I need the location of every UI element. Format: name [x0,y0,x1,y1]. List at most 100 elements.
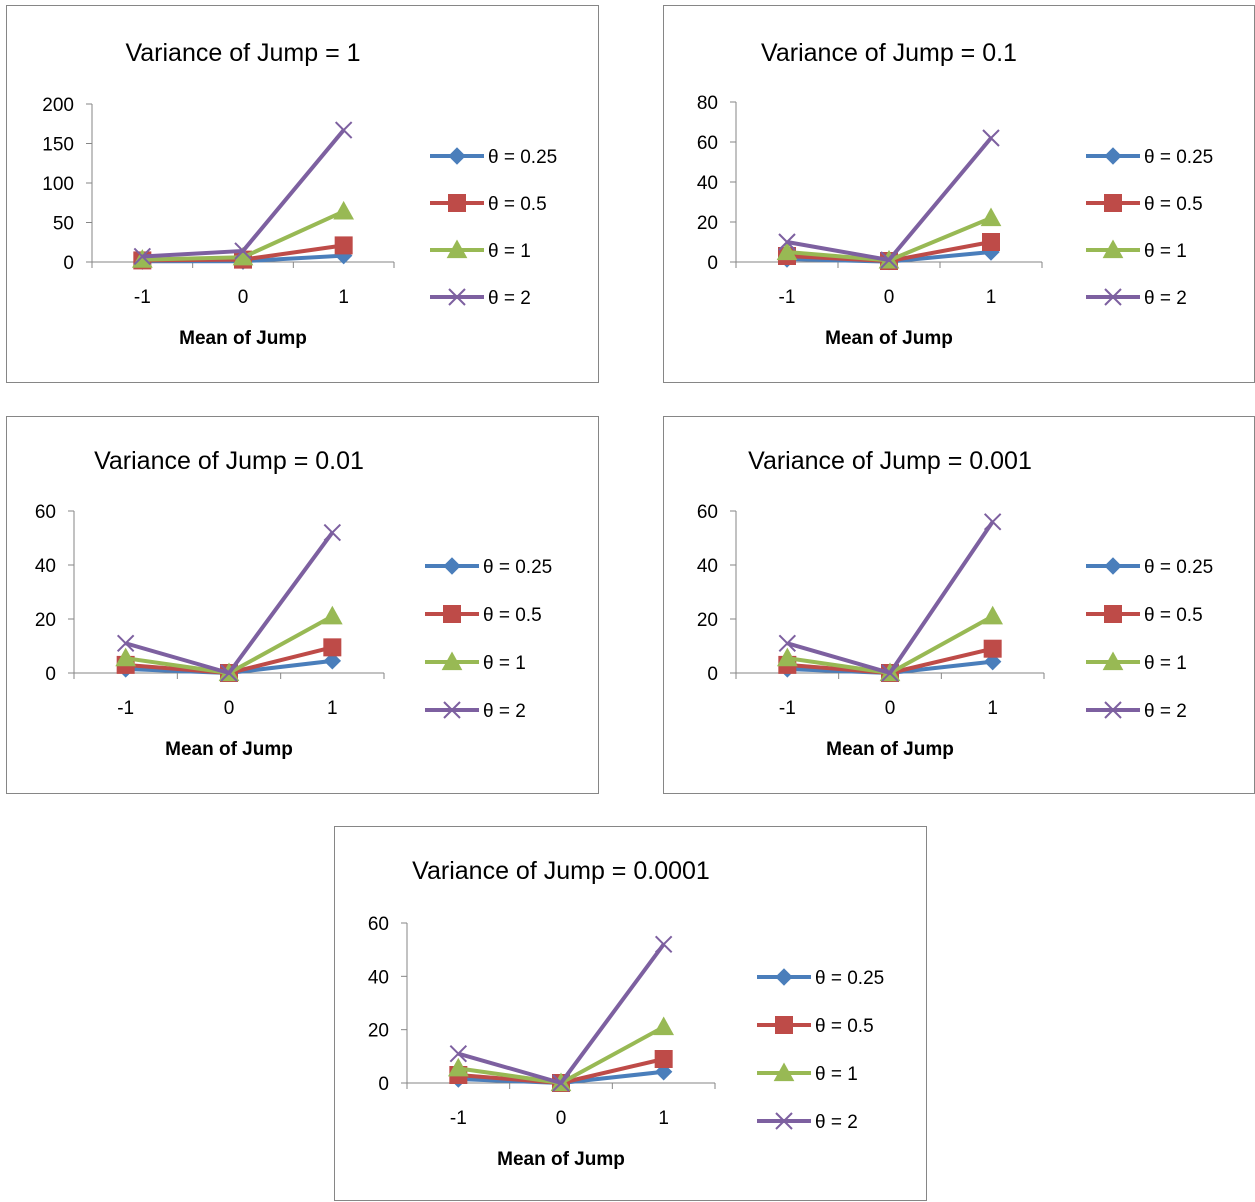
legend-item: θ = 0.25 [430,147,557,168]
data-point [983,513,1002,531]
legend-label: θ = 1 [1144,241,1187,262]
data-point [116,634,135,653]
legend-marker [1102,239,1124,259]
data-point [982,605,1004,625]
legend-label: θ = 0.25 [488,147,557,168]
y-tick-label: 20 [368,1021,389,1042]
data-point [980,207,1002,227]
data-point [234,242,252,260]
y-tick-label: 40 [697,556,718,577]
legend-marker [441,651,463,671]
data-point [654,935,673,954]
y-tick-label: 0 [63,253,74,274]
series-3 [133,121,353,266]
legend-marker [443,701,461,719]
series-3 [116,523,342,682]
chart-svg: Variance of Jump = 1 0 50 100 150 200 -1 0 1 Mean… [42,39,557,349]
legend-item: θ = 0.5 [425,605,542,626]
x-tick-label: 1 [987,698,998,719]
data-point [778,233,796,251]
legend-label: θ = 2 [1144,288,1187,309]
legend-item: θ = 0.25 [1086,147,1213,168]
y-tick-label: 60 [697,502,718,523]
x-tick-label: -1 [779,287,796,308]
legend-marker [446,239,468,259]
series-3 [778,129,1000,269]
legend-item: θ = 2 [425,701,526,722]
x-tick-label: 1 [986,287,997,308]
data-point [334,236,353,255]
y-tick-label: 20 [35,610,56,631]
chart-title: Variance of Jump = 0.001 [748,447,1032,475]
legend-label: θ = 1 [483,653,526,674]
x-tick-label: 0 [224,698,235,719]
legend-marker [448,194,466,212]
y-tick-label: 40 [35,556,56,577]
chart-panel-variance-0-0001: Variance of Jump = 0.0001 0 20 40 60 -1 0 1 Mean… [334,826,927,1201]
y-tick-label: 0 [378,1074,389,1095]
legend-label: θ = 0.25 [1144,147,1213,168]
legend-marker [775,968,793,986]
y-tick-label: 50 [53,214,74,235]
legend-item: θ = 2 [1086,288,1187,309]
x-tick-label: -1 [779,698,796,719]
legend-item: θ = 2 [1086,701,1187,722]
legend-marker [775,1016,793,1034]
legend-marker [1104,288,1122,306]
x-axis-label: Mean of Jump [165,739,293,760]
data-point [447,1057,469,1077]
legend-label: θ = 0.25 [483,557,552,578]
chart-title: Variance of Jump = 0.0001 [412,857,710,885]
y-tick-label: 0 [707,664,718,685]
chart-svg: Variance of Jump = 0.01 0 20 40 60 -1 0 1 Mean o… [35,447,552,760]
y-tick-label: 40 [697,173,718,194]
x-axis-label: Mean of Jump [497,1149,625,1170]
data-point [115,647,137,667]
data-point [982,233,1000,251]
series-line [786,520,995,675]
legend-label: θ = 0.25 [1144,557,1213,578]
legend-marker [1102,651,1124,671]
legend-label: θ = 1 [488,241,531,262]
x-tick-label: -1 [450,1108,467,1129]
legend-item: θ = 2 [430,288,531,309]
legend-item: θ = 1 [757,1062,858,1085]
x-tick-label: 0 [884,287,895,308]
data-point [133,247,152,266]
data-point [776,647,798,667]
x-tick-label: 0 [238,287,249,308]
legend-marker [443,605,461,623]
data-point [220,664,238,682]
data-point [881,664,899,682]
legend-marker [775,1112,793,1130]
y-tick-label: 60 [697,133,718,154]
legend-marker [443,557,461,575]
legend-item: θ = 1 [1086,651,1187,674]
y-tick-label: 60 [368,914,389,935]
legend-marker [1104,701,1122,719]
legend-marker [448,288,466,306]
data-point [880,251,898,269]
x-axis-label: Mean of Jump [179,328,307,349]
data-point [323,523,342,542]
legend-label: θ = 0.5 [815,1016,874,1037]
data-point [321,605,343,625]
data-point [323,638,342,657]
x-tick-label: -1 [134,287,151,308]
data-point [982,129,1000,147]
legend-marker [448,147,466,165]
legend-item: θ = 2 [757,1112,858,1133]
legend-item: θ = 0.5 [757,1016,874,1037]
series-3 [778,513,1002,682]
chart-panel-variance-0-001: Variance of Jump = 0.001 0 20 40 60 -1 0 1 Mean … [663,416,1255,794]
series-3 [449,935,673,1092]
series-line [786,136,993,262]
legend-item: θ = 0.25 [1086,557,1213,578]
x-axis-label: Mean of Jump [826,739,954,760]
legend-label: θ = 0.5 [488,194,547,215]
data-point [778,634,797,653]
legend-label: θ = 2 [815,1112,858,1133]
legend-item: θ = 1 [425,651,526,674]
data-point [131,249,153,268]
legend-label: θ = 2 [488,288,531,309]
